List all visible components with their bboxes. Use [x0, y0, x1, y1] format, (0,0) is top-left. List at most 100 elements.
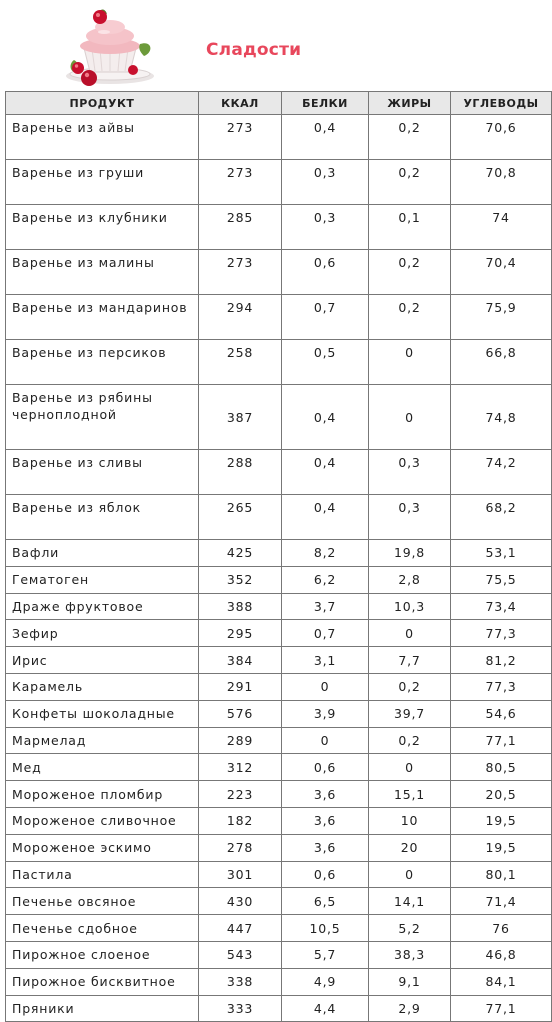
table-header-row: ПРОДУКТ ККАЛ БЕЛКИ ЖИРЫ УГЛЕВОДЫ [5, 91, 552, 115]
carbs-value: 19,5 [450, 833, 552, 862]
product-name: Мармелад [5, 726, 199, 755]
protein-value: 3,6 [281, 833, 369, 862]
product-name: Гематоген [5, 565, 199, 594]
table-row: Варенье из персиков 258 0,5 0 66,8 [5, 339, 552, 385]
product-name: Печенье сдобное [5, 914, 199, 942]
protein-value: 0,4 [281, 384, 369, 450]
product-name: Мороженое сливочное [5, 806, 199, 835]
column-header-kcal: ККАЛ [198, 91, 282, 115]
carbs-value: 75,5 [450, 565, 552, 594]
carbs-value: 84,1 [450, 967, 552, 996]
nutrition-table: ПРОДУКТ ККАЛ БЕЛКИ ЖИРЫ УГЛЕВОДЫ Варенье… [5, 91, 552, 1022]
kcal-value: 278 [198, 833, 282, 862]
protein-value: 0,3 [281, 159, 369, 205]
product-name: Пирожное слоеное [5, 940, 199, 969]
kcal-value: 258 [198, 339, 282, 385]
table-row: Варенье из малины 273 0,6 0,2 70,4 [5, 249, 552, 295]
table-row: Драже фруктовое 388 3,7 10,3 73,4 [5, 592, 552, 621]
fat-value: 9,1 [368, 967, 451, 996]
protein-value: 8,2 [281, 539, 369, 567]
carbs-value: 20,5 [450, 780, 552, 808]
protein-value: 4,4 [281, 994, 369, 1022]
product-name: Варенье из малины [5, 249, 199, 295]
table-row: Печенье сдобное 447 10,5 5,2 76 [5, 914, 552, 942]
protein-value: 3,7 [281, 592, 369, 621]
product-name: Ирис [5, 646, 199, 674]
carbs-value: 74,8 [450, 384, 552, 450]
carbs-value: 68,2 [450, 494, 552, 540]
protein-value: 0,4 [281, 494, 369, 540]
fat-value: 0 [368, 860, 451, 889]
fat-value: 0,2 [368, 249, 451, 295]
fat-value: 0 [368, 339, 451, 385]
product-name: Зефир [5, 619, 199, 648]
kcal-value: 273 [198, 249, 282, 295]
protein-value: 3,1 [281, 646, 369, 674]
carbs-value: 81,2 [450, 646, 552, 674]
carbs-value: 70,8 [450, 159, 552, 205]
fat-value: 19,8 [368, 539, 451, 567]
protein-value: 0 [281, 672, 369, 701]
fat-value: 0,1 [368, 204, 451, 250]
product-name: Пастила [5, 860, 199, 889]
kcal-value: 285 [198, 204, 282, 250]
table-row: Варенье из яблок 265 0,4 0,3 68,2 [5, 494, 552, 540]
carbs-value: 77,1 [450, 726, 552, 755]
kcal-value: 273 [198, 159, 282, 205]
kcal-value: 295 [198, 619, 282, 648]
carbs-value: 70,4 [450, 249, 552, 295]
page-header: Сладости [0, 0, 552, 90]
fat-value: 39,7 [368, 699, 451, 728]
fat-value: 0,2 [368, 294, 451, 340]
product-name: Мороженое эскимо [5, 833, 199, 862]
carbs-value: 66,8 [450, 339, 552, 385]
fat-value: 0 [368, 619, 451, 648]
table-row: Пирожное слоеное 543 5,7 38,3 46,8 [5, 940, 552, 969]
table-row: Варенье из айвы 273 0,4 0,2 70,6 [5, 114, 552, 160]
carbs-value: 54,6 [450, 699, 552, 728]
kcal-value: 388 [198, 592, 282, 621]
kcal-value: 265 [198, 494, 282, 540]
product-name: Варенье из рябины черноплодной [5, 384, 199, 450]
carbs-value: 73,4 [450, 592, 552, 621]
fat-value: 0 [368, 384, 451, 450]
product-name: Варенье из яблок [5, 494, 199, 540]
table-row: Варенье из клубники 285 0,3 0,1 74 [5, 204, 552, 250]
carbs-value: 74,2 [450, 449, 552, 495]
kcal-value: 333 [198, 994, 282, 1022]
table-row: Пастила 301 0,6 0 80,1 [5, 860, 552, 889]
product-name: Варенье из айвы [5, 114, 199, 160]
column-header-product: ПРОДУКТ [5, 91, 199, 115]
product-name: Варенье из сливы [5, 449, 199, 495]
protein-value: 3,6 [281, 806, 369, 835]
carbs-value: 77,3 [450, 672, 552, 701]
product-name: Конфеты шоколадные [5, 699, 199, 728]
kcal-value: 182 [198, 806, 282, 835]
cupcake-icon [66, 9, 154, 86]
kcal-value: 430 [198, 887, 282, 916]
table-row: Гематоген 352 6,2 2,8 75,5 [5, 565, 552, 594]
product-name: Варенье из клубники [5, 204, 199, 250]
protein-value: 10,5 [281, 914, 369, 942]
kcal-value: 338 [198, 967, 282, 996]
kcal-value: 425 [198, 539, 282, 567]
protein-value: 0,6 [281, 860, 369, 889]
product-name: Варенье из груши [5, 159, 199, 205]
fat-value: 5,2 [368, 914, 451, 942]
kcal-value: 294 [198, 294, 282, 340]
kcal-value: 312 [198, 753, 282, 782]
protein-value: 0,4 [281, 449, 369, 495]
table-row: Мороженое эскимо 278 3,6 20 19,5 [5, 833, 552, 862]
carbs-value: 80,5 [450, 753, 552, 782]
protein-value: 0,7 [281, 619, 369, 648]
table-row: Зефир 295 0,7 0 77,3 [5, 619, 552, 648]
product-name: Варенье из мандаринов [5, 294, 199, 340]
protein-value: 0,4 [281, 114, 369, 160]
product-name: Драже фруктовое [5, 592, 199, 621]
carbs-value: 71,4 [450, 887, 552, 916]
protein-value: 3,6 [281, 780, 369, 808]
table-row: Печенье овсяное 430 6,5 14,1 71,4 [5, 887, 552, 916]
page-title: Сладости [206, 40, 302, 60]
fat-value: 0,3 [368, 449, 451, 495]
table-row: Пряники 333 4,4 2,9 77,1 [5, 994, 552, 1022]
